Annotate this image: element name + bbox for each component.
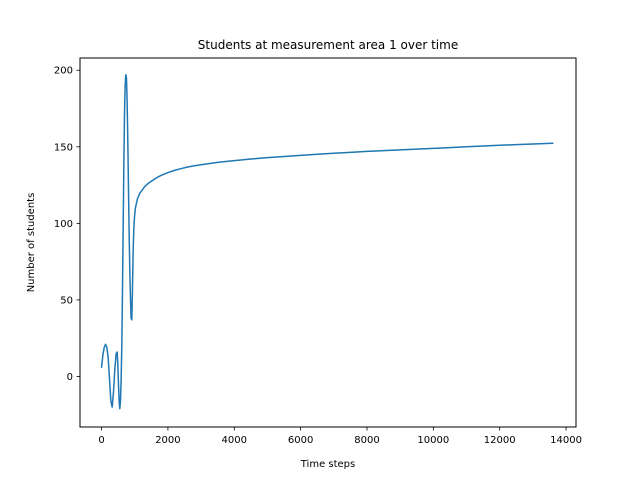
- y-tick-label: 150: [54, 142, 73, 153]
- x-tick-label: 10000: [417, 435, 449, 446]
- x-tick-label: 0: [98, 435, 104, 446]
- y-tick-label: 50: [60, 295, 73, 306]
- plot-layer: [100, 74, 554, 410]
- plot-frame: [79, 57, 577, 428]
- x-tick-label: 14000: [550, 435, 582, 446]
- series-line: [100, 74, 554, 410]
- x-tick-label: 4000: [222, 435, 247, 446]
- x-tick-label: 8000: [354, 435, 379, 446]
- x-tick-label: 6000: [288, 435, 313, 446]
- y-tick-label: 100: [54, 219, 73, 230]
- x-tick-label: 12000: [484, 435, 516, 446]
- chart-title: Students at measurement area 1 over time: [198, 38, 458, 52]
- y-tick-label: 200: [54, 66, 73, 77]
- x-axis: 0 2000 4000 6000 8000 10000 12000 14000: [98, 427, 582, 446]
- y-axis-label: Number of students: [26, 193, 37, 293]
- x-axis-label: Time steps: [300, 459, 356, 470]
- y-axis: 0 50 100 150 200: [54, 66, 80, 383]
- x-tick-label: 2000: [155, 435, 180, 446]
- y-tick-label: 0: [67, 372, 73, 383]
